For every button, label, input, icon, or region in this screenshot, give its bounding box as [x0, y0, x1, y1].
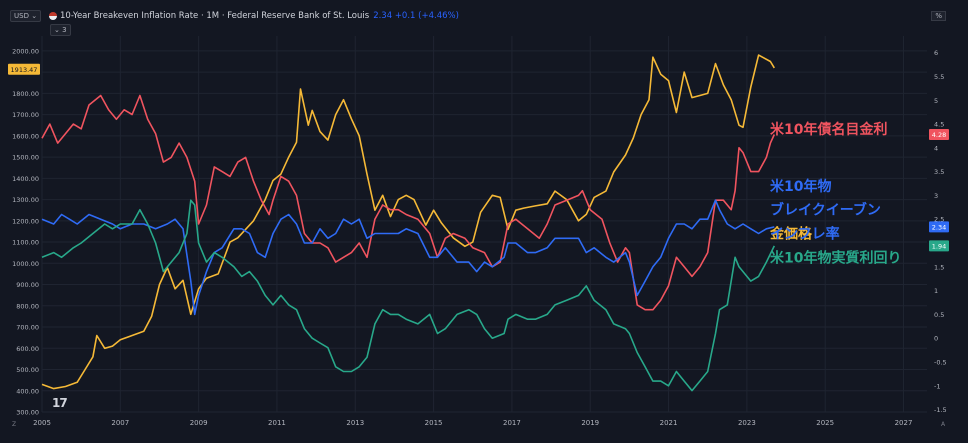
right-tick-label: 5.5 — [934, 73, 944, 81]
left-tick-label: 1200.00 — [12, 217, 39, 225]
left-tick-label: 800.00 — [16, 302, 39, 310]
chevron-down-icon: ⌄ — [54, 26, 60, 34]
indicator-toggle[interactable]: ⌄ 3 — [50, 24, 71, 36]
left-tick-label: 500.00 — [16, 366, 39, 374]
right-tick-label: 4.5 — [934, 121, 944, 129]
series-value: 2.34 +0.1 (+4.46%) — [373, 11, 459, 21]
right-tick-label: 3 — [934, 192, 938, 200]
series-annotation-3: ブレイクイーブン — [770, 202, 881, 219]
left-tick-label: 400.00 — [16, 387, 39, 395]
x-tick-label: 2023 — [738, 419, 756, 427]
series-annotation-1: 米10年債名目金利 — [770, 121, 887, 138]
zoom-button[interactable]: Z — [12, 421, 17, 428]
left-tick-label: 700.00 — [16, 324, 39, 332]
tradingview-logo: 17 — [52, 396, 68, 410]
right-tick-label: 0 — [934, 335, 938, 343]
series-annotation-5: 米10年物実質利回り — [770, 249, 901, 266]
right-value-badge-3 — [929, 240, 949, 252]
axis-unit-button[interactable]: % — [931, 11, 946, 21]
series-annotation-0: 金価格 — [769, 226, 813, 243]
x-tick-label: 2019 — [581, 419, 599, 427]
indicator-count: 3 — [62, 26, 67, 34]
series-line-2 — [41, 199, 775, 316]
series-annotation-2: 米10年物 — [770, 178, 831, 195]
left-tick-label: 300.00 — [16, 409, 39, 417]
x-tick-label: 2027 — [895, 419, 913, 427]
right-value-label-3: 1.94 — [932, 242, 946, 250]
left-price-label: 1913.47 — [11, 66, 38, 74]
left-tick-label: 1300.00 — [12, 196, 39, 204]
right-tick-label: 0.5 — [934, 311, 944, 319]
flag-icon — [49, 12, 57, 20]
x-tick-label: 2021 — [660, 419, 678, 427]
right-tick-label: -0.5 — [934, 359, 947, 367]
series-annotation-4: インフレ率 — [770, 226, 840, 243]
right-tick-label: 6 — [934, 49, 938, 57]
x-tick-label: 2015 — [425, 419, 443, 427]
right-tick-label: 1 — [934, 287, 938, 295]
x-tick-label: 2009 — [190, 419, 208, 427]
series-line-3 — [41, 199, 776, 392]
right-value-badge-2 — [929, 221, 949, 233]
right-value-label-2: 2.34 — [932, 223, 946, 231]
left-tick-label: 1100.00 — [12, 239, 39, 247]
currency-selector[interactable]: USD ⌄ — [10, 10, 42, 22]
right-tick-label: 5 — [934, 97, 938, 105]
x-tick-label: 2005 — [33, 419, 51, 427]
x-tick-label: 2011 — [268, 419, 286, 427]
currency-label: USD — [14, 12, 29, 20]
right-tick-label: 3.5 — [934, 168, 944, 176]
left-tick-label: 1800.00 — [12, 90, 39, 98]
auto-scale-button[interactable]: A — [941, 421, 946, 428]
x-tick-label: 2013 — [346, 419, 364, 427]
right-tick-label: 1.5 — [934, 263, 944, 271]
left-tick-label: 1000.00 — [12, 260, 39, 268]
left-tick-label: 600.00 — [16, 345, 39, 353]
left-tick-label: 900.00 — [16, 281, 39, 289]
chart-header: USD ⌄ 10-Year Breakeven Inflation Rate ·… — [0, 0, 968, 36]
right-value-label-1: 4.28 — [932, 131, 946, 139]
right-tick-label: -1.5 — [934, 406, 947, 414]
series-line-0 — [41, 54, 775, 390]
x-tick-label: 2007 — [111, 419, 129, 427]
right-tick-label: 2.5 — [934, 216, 944, 224]
series-title-text: 10-Year Breakeven Inflation Rate · 1M · … — [60, 11, 370, 21]
right-value-badge-1 — [929, 129, 949, 141]
left-tick-label: 1400.00 — [12, 175, 39, 183]
left-price-badge — [8, 63, 40, 75]
left-tick-label: 1500.00 — [12, 154, 39, 162]
x-tick-label: 2017 — [503, 419, 521, 427]
right-tick-label: 4 — [934, 144, 938, 152]
series-line-1 — [41, 94, 776, 311]
right-tick-label: -1 — [934, 382, 940, 390]
x-tick-label: 2025 — [816, 419, 834, 427]
left-tick-label: 1700.00 — [12, 111, 39, 119]
series-title[interactable]: 10-Year Breakeven Inflation Rate · 1M · … — [60, 11, 459, 21]
chevron-down-icon: ⌄ — [31, 12, 38, 20]
left-tick-label: 2000.00 — [12, 47, 39, 55]
left-tick-label: 1600.00 — [12, 132, 39, 140]
